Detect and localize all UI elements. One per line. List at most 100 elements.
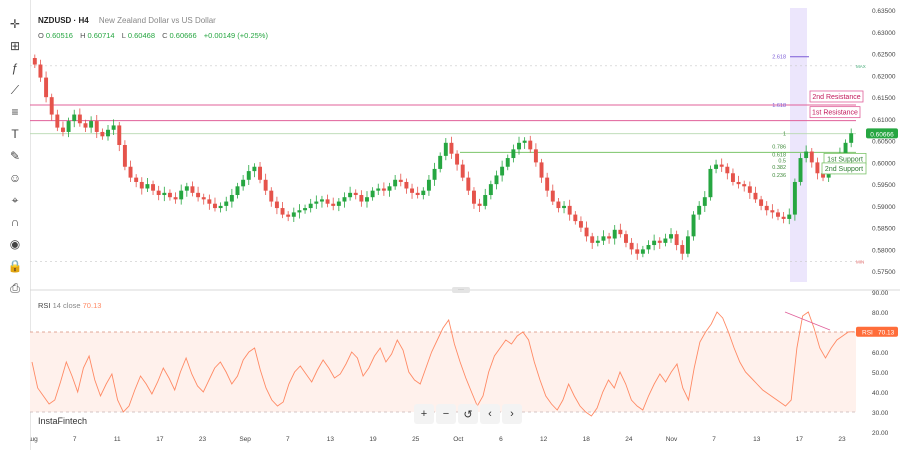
low-label: L xyxy=(121,31,126,40)
candle-body xyxy=(218,205,223,209)
price-axis-tick: 0.60000 xyxy=(872,160,896,167)
scroll-back-button[interactable]: ‹ xyxy=(480,404,500,424)
indicators-icon[interactable]: ƒ xyxy=(11,61,19,75)
candle-body xyxy=(629,242,634,250)
close-label: C xyxy=(162,31,168,40)
candle-body xyxy=(471,190,476,204)
candle-body xyxy=(438,155,443,169)
fib-level-label: 1 xyxy=(783,132,786,138)
symbol-label[interactable]: NZDUSD · H4 xyxy=(38,16,89,25)
candle-body xyxy=(376,188,381,191)
price-axis-tick: 0.58500 xyxy=(872,226,896,233)
scroll-forward-button[interactable]: › xyxy=(502,404,522,424)
candle-body xyxy=(562,205,567,209)
candle-body xyxy=(94,121,99,132)
zoom-in-button[interactable]: + xyxy=(414,404,434,424)
cursor-icon[interactable]: ✛ xyxy=(9,17,21,31)
last-price-badge xyxy=(866,128,898,139)
candle-body xyxy=(342,197,347,202)
chart-nav-controls: + − ↺ ‹ › xyxy=(414,404,522,426)
candle-body xyxy=(787,214,792,219)
candle-body xyxy=(556,201,561,209)
candle-body xyxy=(196,192,201,198)
candle-body xyxy=(567,205,572,215)
fib-max-label: MAX xyxy=(856,64,866,69)
price-axis-tick: 0.63500 xyxy=(872,8,896,15)
candle-body xyxy=(229,195,234,202)
change-value: +0.00149 (+0.25%) xyxy=(203,31,268,40)
candle-body xyxy=(697,205,702,215)
time-axis-tick: 13 xyxy=(753,436,761,443)
candle-body xyxy=(455,153,460,165)
candle-body xyxy=(747,186,752,193)
candle-body xyxy=(584,227,589,237)
text-icon[interactable]: T xyxy=(11,127,19,141)
candle-body xyxy=(353,192,358,196)
candle-body xyxy=(618,229,623,235)
candle-body xyxy=(505,158,510,167)
candle-body xyxy=(179,190,184,200)
candle-body xyxy=(477,203,482,206)
rsi-axis-tick: 40.00 xyxy=(872,390,889,397)
candle-body xyxy=(578,221,583,228)
candle-body xyxy=(607,236,612,239)
rsi-name[interactable]: RSI xyxy=(38,301,51,310)
ruler-icon[interactable]: ⌖ xyxy=(11,192,19,207)
reset-view-button[interactable]: ↺ xyxy=(458,404,478,424)
candle-body xyxy=(66,121,71,132)
candle-body xyxy=(291,212,296,217)
candle-body xyxy=(224,201,229,206)
candle-body xyxy=(691,214,696,237)
candle-body xyxy=(325,199,330,204)
candle-body xyxy=(286,214,291,217)
candle-body xyxy=(274,201,279,209)
brush-icon[interactable]: ✎ xyxy=(9,149,21,163)
candle-body xyxy=(421,190,426,196)
time-axis-tick: 24 xyxy=(625,436,633,443)
rsi-axis-tick: 90.00 xyxy=(872,290,889,297)
candle-body xyxy=(184,186,189,191)
time-axis-tick: 7 xyxy=(73,436,77,443)
fib-icon[interactable]: ≡ xyxy=(11,105,19,119)
open-label: O xyxy=(38,31,44,40)
lock-icon[interactable]: 🔒 xyxy=(7,259,23,273)
drawing-icon[interactable]: ⟋ xyxy=(10,82,20,97)
candle-body xyxy=(669,234,673,239)
time-axis-tick: Oct xyxy=(453,436,463,443)
candle-body xyxy=(804,151,809,159)
candle-body xyxy=(815,162,820,174)
candle-body xyxy=(173,197,178,200)
eye-icon[interactable]: ◉ xyxy=(9,237,21,251)
candle-body xyxy=(488,184,493,196)
screenshot-icon[interactable]: ⎙ xyxy=(10,280,20,295)
candle-body xyxy=(539,162,544,178)
time-axis-tick: 19 xyxy=(369,436,377,443)
candle-body xyxy=(494,175,499,185)
candle-body xyxy=(398,179,403,182)
time-axis-tick: 7 xyxy=(286,436,290,443)
zoom-out-button[interactable]: − xyxy=(436,404,456,424)
chart-svg[interactable]: 0.63500 0.63000 0.62500 0.62000 0.61500 0.610… xyxy=(26,0,900,450)
second-resistance-label-box xyxy=(809,90,864,103)
candle-body xyxy=(449,142,454,154)
candle-body xyxy=(590,236,595,243)
price-axis-tick: 0.61500 xyxy=(872,95,896,102)
candle-body xyxy=(128,166,133,178)
candle-body xyxy=(770,210,775,213)
emoji-icon[interactable]: ☺ xyxy=(8,171,22,185)
candle-body xyxy=(100,131,105,137)
candle-body xyxy=(674,234,679,246)
candle-body xyxy=(550,190,555,202)
rsi-legend: RSI 14 close 70.13 xyxy=(38,301,101,310)
candles-icon[interactable]: ⊞ xyxy=(9,39,21,53)
chart-area[interactable]: 0.63500 0.63000 0.62500 0.62000 0.61500 0.610… xyxy=(26,0,900,450)
candle-body xyxy=(38,64,43,78)
candle-body xyxy=(263,179,268,191)
ohlc-readout: O 0.60516 H 0.60714 L 0.60468 C 0.60666 +0.0… xyxy=(38,31,273,40)
candle-body xyxy=(849,133,854,143)
candle-body xyxy=(533,149,538,163)
candle-body xyxy=(72,114,77,122)
magnet-icon[interactable]: ∩ xyxy=(10,215,20,229)
pane-resize-handle[interactable]: ··· xyxy=(452,287,470,293)
time-axis-tick: 18 xyxy=(583,436,591,443)
